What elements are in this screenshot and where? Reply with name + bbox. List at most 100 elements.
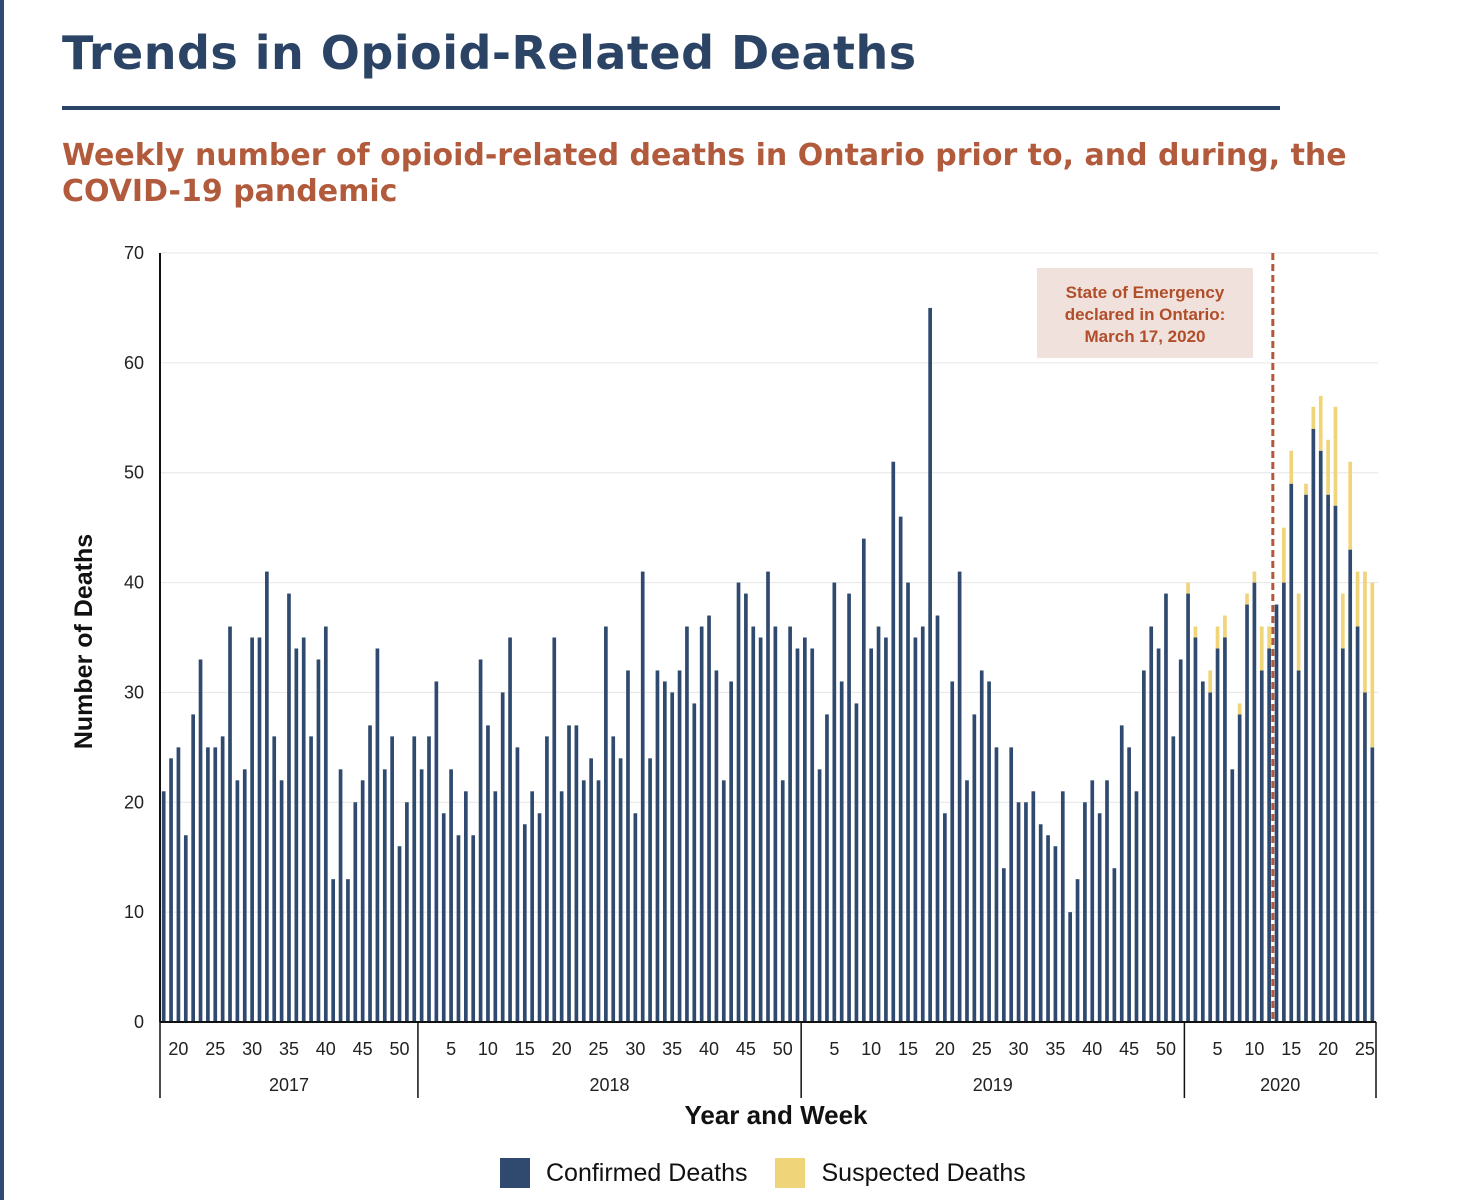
legend-label-suspected: Suspected Deaths: [821, 1158, 1026, 1187]
bar-confirmed: [228, 626, 232, 1022]
x-tick-label: 25: [205, 1039, 225, 1059]
bar-confirmed: [618, 758, 623, 1022]
bar-confirmed: [736, 582, 741, 1022]
bar-confirmed: [1274, 604, 1279, 1022]
bar-confirmed: [1038, 824, 1043, 1022]
chart-subtitle: Weekly number of opioid-related deaths i…: [62, 138, 1347, 209]
bar-confirmed: [1296, 670, 1301, 1022]
bar-confirmed: [169, 758, 173, 1022]
bar-confirmed: [500, 692, 505, 1022]
bar-confirmed: [825, 714, 829, 1022]
y-tick-label: 70: [124, 243, 144, 263]
bar-confirmed: [817, 769, 822, 1022]
bar-confirmed: [626, 670, 630, 1022]
x-tick-label: 30: [242, 1039, 262, 1059]
bar-suspected: [1340, 593, 1345, 649]
x-tick-label: 5: [1213, 1039, 1223, 1059]
bar-confirmed: [891, 461, 896, 1022]
bar-confirmed: [589, 758, 593, 1022]
bar-confirmed: [1318, 450, 1323, 1022]
bar-confirmed: [338, 769, 343, 1022]
bar-confirmed: [611, 736, 616, 1022]
bar-confirmed: [1031, 791, 1036, 1022]
bar-confirmed: [596, 780, 601, 1022]
bar-confirmed: [795, 648, 800, 1022]
bar-confirmed: [685, 626, 689, 1022]
bar-confirmed: [176, 747, 181, 1022]
bar-confirmed: [1178, 659, 1183, 1022]
bar-confirmed: [552, 637, 557, 1022]
x-tick-label: 30: [1009, 1039, 1029, 1059]
bar-confirmed: [390, 736, 394, 1022]
bar-confirmed: [1208, 692, 1213, 1022]
bar-suspected: [1318, 395, 1323, 451]
bar-confirmed: [522, 824, 527, 1022]
bar-confirmed: [493, 791, 498, 1022]
bar-confirmed: [810, 648, 815, 1022]
x-tick-label: 5: [829, 1039, 839, 1059]
bar-confirmed: [464, 791, 468, 1022]
bar-suspected: [1304, 483, 1308, 495]
bar-confirmed: [1193, 637, 1198, 1022]
bar-confirmed: [699, 626, 704, 1022]
bar-suspected: [1245, 593, 1249, 605]
x-tick-label: 20: [168, 1039, 188, 1059]
bar-suspected: [1208, 670, 1213, 693]
bar-confirmed: [471, 835, 476, 1022]
bar-confirmed: [412, 736, 417, 1022]
bar-confirmed: [279, 780, 284, 1022]
legend-swatch-confirmed: [500, 1158, 530, 1188]
bar-confirmed: [766, 571, 770, 1022]
bar-confirmed: [375, 648, 380, 1022]
bar-confirmed: [183, 835, 188, 1022]
bar-confirmed: [1340, 648, 1345, 1022]
bar-suspected: [1259, 626, 1264, 671]
bar-confirmed: [729, 681, 733, 1022]
bar-confirmed: [1200, 681, 1205, 1022]
bar-confirmed: [1016, 802, 1021, 1022]
bar-confirmed: [1156, 648, 1161, 1022]
x-tick-label: 40: [1082, 1039, 1102, 1059]
bar-confirmed: [257, 637, 262, 1022]
x-tick-label: 35: [279, 1039, 299, 1059]
bar-confirmed: [839, 681, 844, 1022]
bar-confirmed: [1119, 725, 1124, 1022]
bar-confirmed: [692, 703, 697, 1022]
bar-confirmed: [567, 725, 571, 1022]
bar-confirmed: [655, 670, 660, 1022]
bar-confirmed: [1105, 780, 1109, 1022]
x-year-label: 2017: [269, 1075, 309, 1095]
bar-confirmed: [478, 659, 483, 1022]
x-tick-label: 45: [353, 1039, 373, 1059]
y-tick-label: 50: [124, 463, 144, 483]
bar-confirmed: [581, 780, 586, 1022]
bar-confirmed: [847, 593, 851, 1022]
bar-suspected: [1326, 439, 1330, 495]
bar-confirmed: [920, 626, 925, 1022]
bar-suspected: [1296, 593, 1301, 671]
bar-suspected: [1252, 571, 1257, 583]
bar-suspected: [1186, 582, 1190, 594]
bar-confirmed: [191, 714, 196, 1022]
x-year-label: 2020: [1260, 1075, 1300, 1095]
bar-confirmed: [1326, 494, 1330, 1023]
bar-confirmed: [1237, 714, 1242, 1022]
bar-confirmed: [751, 626, 756, 1022]
legend-label-confirmed: Confirmed Deaths: [546, 1158, 748, 1187]
bar-suspected: [1311, 406, 1316, 429]
bar-confirmed: [758, 637, 763, 1022]
bar-confirmed: [1363, 692, 1367, 1022]
bar-confirmed: [206, 747, 210, 1022]
bar-confirmed: [913, 637, 918, 1022]
bar-confirmed: [876, 626, 881, 1022]
bar-confirmed: [788, 626, 792, 1022]
bar-confirmed: [707, 615, 711, 1022]
bar-confirmed: [1134, 791, 1139, 1022]
legend-item-confirmed: Confirmed Deaths: [500, 1158, 747, 1188]
bar-confirmed: [714, 670, 719, 1022]
bar-confirmed: [1127, 747, 1131, 1022]
bar-confirmed: [434, 681, 439, 1022]
bar-confirmed: [1046, 835, 1050, 1022]
bar-confirmed: [1075, 879, 1080, 1022]
y-tick-label: 10: [124, 902, 144, 922]
